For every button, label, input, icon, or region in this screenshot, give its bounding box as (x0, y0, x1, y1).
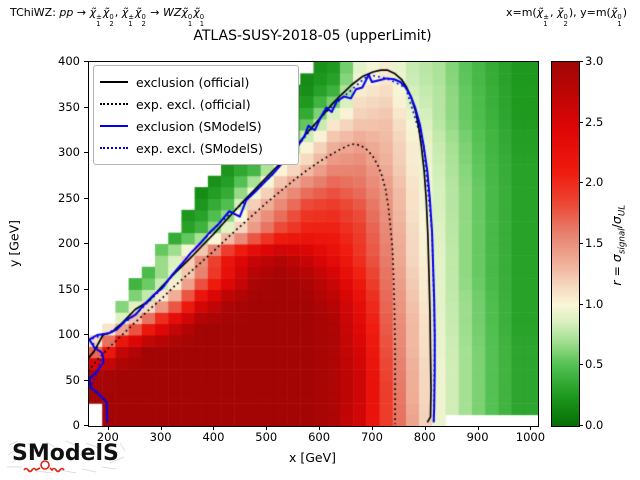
x-tick-mark (107, 426, 109, 430)
colorbar-label: r = σsignal/σUL (608, 204, 628, 286)
y-tick-label: 50 (65, 372, 80, 387)
x-tick-label: 400 (202, 430, 225, 444)
x-tick-label: 300 (149, 430, 172, 444)
legend-line-sample (100, 125, 128, 127)
y-tick-mark (84, 425, 88, 426)
legend-item: exclusion (SModelS) (100, 115, 290, 137)
colorbar-tick-label: 2.5 (585, 114, 604, 129)
smodels-logo: SModelS (6, 437, 126, 477)
legend-item: exp. excl. (official) (100, 93, 290, 115)
axes-definition-annotation: x=m(χ̃ ±1, χ̃ 0 2), y=m(χ̃ 0 1) (505, 6, 627, 28)
colorbar-tick-label: 1.0 (585, 296, 604, 311)
y-tick-label: 200 (58, 236, 80, 250)
x-tick-label: 900 (466, 430, 489, 444)
x-tick-mark (424, 426, 426, 430)
x-tick-mark (319, 426, 321, 430)
x-tick-label: 500 (255, 430, 278, 444)
x-tick-label: 200 (96, 430, 119, 444)
x-tick-mark (266, 426, 268, 430)
colorbar-tick-label: 0.5 (585, 357, 604, 372)
y-tick-label: 300 (58, 145, 80, 159)
colorbar-tick-mark (579, 425, 583, 426)
legend: exclusion (official) exp. excl. (official… (93, 65, 299, 165)
colorbar-tick-mark (579, 182, 583, 184)
x-tick-mark (371, 426, 373, 430)
process-annotation: TChiWZ: pp → χ̃ ±1 χ̃ 0 2, χ̃ ±1 χ̃ 0 2 → WZχ̃ 0 1… (10, 6, 205, 28)
y-tick-mark (84, 152, 88, 153)
y-axis-label: y [GeV] (6, 219, 22, 268)
y-tick-label: 100 (58, 327, 80, 341)
y-tick-label: 400 (58, 54, 80, 68)
y-tick-mark (84, 197, 88, 199)
legend-item-label: exp. excl. (SModelS) (136, 140, 263, 156)
y-tick-mark (84, 288, 88, 290)
colorbar-tick-mark (579, 364, 583, 366)
colorbar-tick-label: 3.0 (585, 54, 604, 68)
legend-item-label: exp. excl. (official) (136, 96, 251, 112)
legend-item-label: exclusion (SModelS) (136, 118, 262, 134)
legend-item: exp. excl. (SModelS) (100, 137, 290, 159)
y-tick-mark (84, 106, 88, 108)
legend-line-sample (100, 103, 128, 105)
x-tick-mark (160, 426, 162, 430)
y-tick-mark (84, 61, 88, 62)
x-tick-label: 600 (308, 430, 331, 444)
colorbar (551, 61, 580, 427)
legend-item: exclusion (official) (100, 71, 290, 93)
colorbar-tick-label: 0.0 (585, 418, 604, 432)
colorbar-tick-mark (579, 303, 583, 305)
y-tick-label: 250 (58, 190, 80, 205)
colorbar-tick-label: 2.0 (585, 175, 604, 190)
colorbar-tick-mark (579, 121, 583, 123)
x-tick-mark (477, 426, 479, 430)
x-tick-label: 1000 (515, 430, 546, 444)
x-tick-mark (530, 426, 532, 430)
y-tick-mark (84, 379, 88, 381)
plot-title: ATLAS-SUSY-2018-05 (upperLimit) (193, 28, 432, 44)
y-tick-label: 150 (58, 281, 80, 296)
legend-line-sample (100, 81, 128, 83)
x-tick-label: 800 (413, 430, 436, 444)
colorbar-canvas (552, 62, 579, 426)
logo-decoration (7, 440, 126, 474)
colorbar-tick-mark (579, 61, 583, 62)
legend-line-sample (100, 147, 128, 149)
logo-text: SModelS (12, 441, 119, 466)
colorbar-tick-label: 1.5 (585, 236, 604, 250)
x-tick-label: 700 (360, 430, 383, 444)
x-axis-label: x [GeV] (288, 450, 337, 465)
y-tick-label: 350 (58, 99, 80, 114)
y-tick-mark (84, 243, 88, 244)
y-tick-mark (84, 334, 88, 335)
legend-item-label: exclusion (official) (136, 74, 250, 90)
colorbar-tick-mark (579, 243, 583, 244)
y-tick-label: 0 (72, 418, 80, 432)
x-tick-mark (213, 426, 215, 430)
